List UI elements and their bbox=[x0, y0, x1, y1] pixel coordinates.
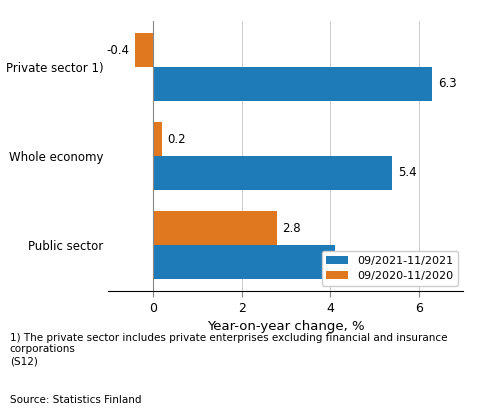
Bar bbox=[153, 156, 392, 190]
Bar bbox=[153, 245, 335, 279]
Text: 5.4: 5.4 bbox=[398, 166, 417, 179]
X-axis label: Year-on-year change, %: Year-on-year change, % bbox=[207, 320, 365, 333]
Text: 1) The private sector includes private enterprises excluding financial and insur: 1) The private sector includes private e… bbox=[10, 333, 447, 366]
Bar bbox=[153, 67, 432, 101]
Text: 6.3: 6.3 bbox=[438, 77, 457, 90]
Bar bbox=[153, 211, 277, 245]
Text: Source: Statistics Finland: Source: Statistics Finland bbox=[10, 395, 141, 405]
Bar bbox=[153, 122, 162, 156]
Text: 0.2: 0.2 bbox=[167, 133, 186, 146]
Bar bbox=[135, 33, 153, 67]
Text: 2.8: 2.8 bbox=[282, 222, 301, 235]
Text: 4.1: 4.1 bbox=[340, 255, 359, 268]
Text: -0.4: -0.4 bbox=[107, 44, 130, 57]
Legend: 09/2021-11/2021, 09/2020-11/2020: 09/2021-11/2021, 09/2020-11/2020 bbox=[322, 251, 458, 286]
